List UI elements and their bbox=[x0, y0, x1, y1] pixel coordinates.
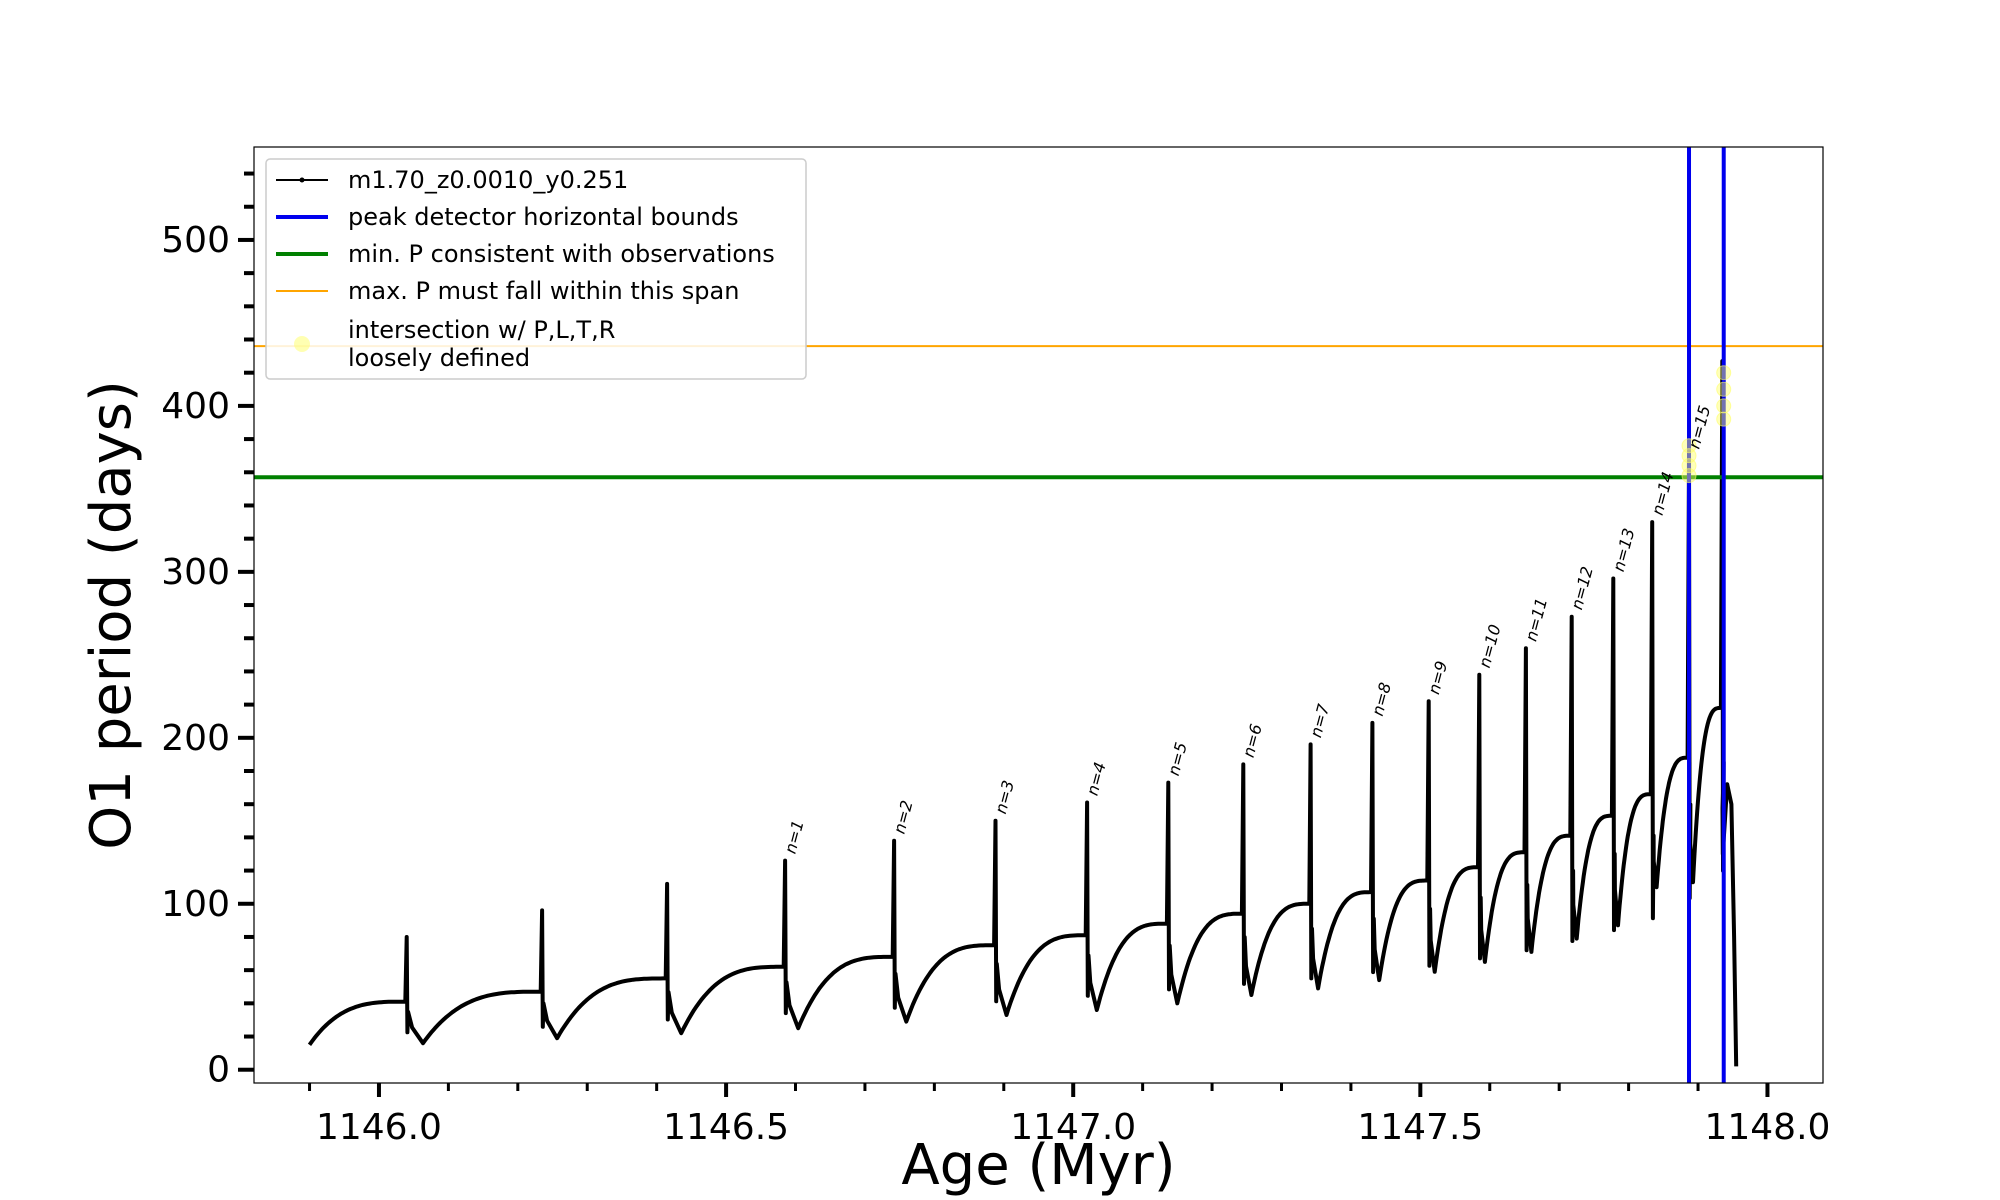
legend-swatch-marker bbox=[299, 177, 305, 183]
series-line-m1.70_z0.0010_y0.251 bbox=[307, 359, 1739, 1067]
intersection-point bbox=[1716, 411, 1732, 427]
y-tick-label: 400 bbox=[161, 386, 230, 427]
y-tick-label: 300 bbox=[161, 552, 230, 593]
cycle-label: n=2 bbox=[890, 798, 917, 836]
legend-item: min. P consistent with observations bbox=[276, 240, 775, 268]
legend-item: m1.70_z0.0010_y0.251 bbox=[276, 166, 628, 194]
y-tick-label: 100 bbox=[161, 884, 230, 925]
legend-item: peak detector horizontal bounds bbox=[276, 203, 739, 231]
cycle-label: n=7 bbox=[1306, 701, 1333, 739]
cycle-label: n=10 bbox=[1475, 622, 1505, 669]
cycle-label: n=6 bbox=[1239, 722, 1266, 760]
y-tick-label: 500 bbox=[161, 220, 230, 261]
cycle-label: n=13 bbox=[1609, 526, 1639, 573]
cycle-label: n=1 bbox=[781, 818, 808, 856]
cycle-label: n=8 bbox=[1368, 680, 1395, 718]
x-tick-label: 1146.0 bbox=[316, 1107, 442, 1148]
x-axis-title: Age (Myr) bbox=[901, 1133, 1175, 1198]
x-tick-label: 1147.0 bbox=[1010, 1107, 1136, 1148]
legend-label: min. P consistent with observations bbox=[348, 240, 775, 268]
cycle-label: n=3 bbox=[991, 778, 1018, 816]
legend-label: peak detector horizontal bounds bbox=[348, 203, 739, 231]
legend-label-line: max. P must fall within this span bbox=[348, 277, 739, 305]
legend-label-line: peak detector horizontal bounds bbox=[348, 203, 739, 231]
legend-swatch-marker bbox=[294, 336, 310, 352]
legend-box bbox=[265, 158, 807, 380]
intersection-point bbox=[1681, 438, 1697, 454]
y-tick-label: 200 bbox=[161, 718, 230, 759]
y-axis-title: O1 period (days) bbox=[79, 380, 144, 850]
x-tick-label: 1146.5 bbox=[663, 1107, 789, 1148]
cycle-label: n=4 bbox=[1083, 760, 1110, 798]
legend-item: intersection w/ P,L,T,R loosely defined bbox=[294, 316, 615, 372]
legend-label: intersection w/ P,L,T,R loosely defined bbox=[348, 316, 615, 372]
x-tick-label: 1147.5 bbox=[1357, 1107, 1483, 1148]
cycle-label: n=9 bbox=[1424, 659, 1451, 697]
legend-label-line: loosely defined bbox=[348, 344, 530, 372]
intersection-point bbox=[1716, 398, 1732, 414]
legend-label: m1.70_z0.0010_y0.251 bbox=[348, 166, 628, 194]
intersection-point bbox=[1716, 365, 1732, 381]
legend-label-line: min. P consistent with observations bbox=[348, 240, 775, 268]
legend-label-line: intersection w/ P,L,T,R bbox=[348, 316, 615, 344]
x-tick-label: 1148.0 bbox=[1704, 1107, 1830, 1148]
legend-label-line: m1.70_z0.0010_y0.251 bbox=[348, 166, 628, 194]
legend-item: max. P must fall within this span bbox=[276, 277, 739, 305]
cycle-label: n=11 bbox=[1521, 596, 1551, 643]
legend-label: max. P must fall within this span bbox=[348, 277, 739, 305]
intersection-point bbox=[1716, 381, 1732, 397]
cycle-label: n=5 bbox=[1164, 740, 1191, 778]
y-tick-label: 0 bbox=[207, 1050, 230, 1091]
cycle-label: n=12 bbox=[1567, 564, 1597, 611]
plot-frame bbox=[253, 146, 1824, 1084]
